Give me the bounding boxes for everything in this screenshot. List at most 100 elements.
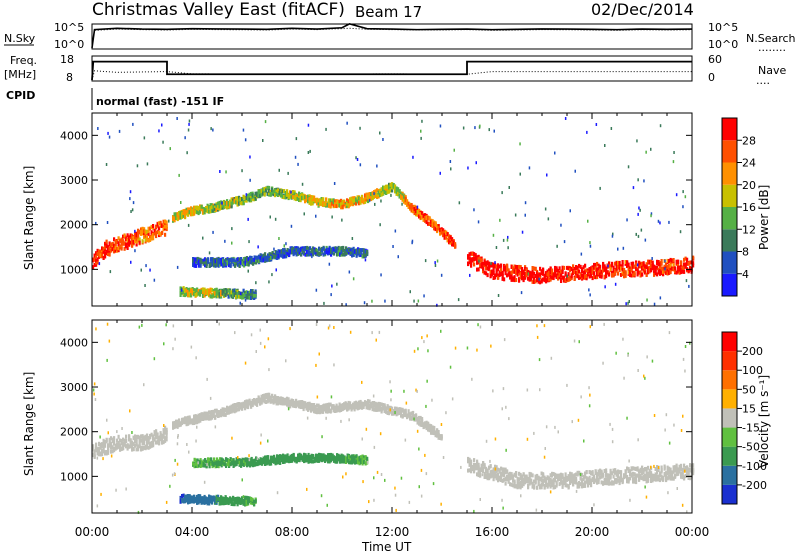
data-cell: [479, 263, 482, 268]
data-cell: [683, 262, 686, 267]
data-cell: [623, 272, 626, 277]
data-cell: [320, 407, 323, 412]
data-cell: [415, 417, 418, 422]
data-cell: [253, 255, 256, 260]
data-cell: [161, 440, 164, 445]
data-cell: [552, 273, 555, 278]
data-cell: [545, 273, 548, 278]
data-cell: [513, 472, 516, 477]
data-cell: [546, 274, 549, 279]
data-cell: [215, 408, 218, 413]
data-cell: [576, 270, 579, 275]
data-cell: [245, 403, 248, 408]
data-cell: [473, 257, 476, 261]
data-cell: [129, 233, 132, 238]
data-cell: [313, 403, 316, 407]
data-cell: [206, 209, 209, 214]
data-cell: [339, 250, 342, 254]
data-cell: [503, 473, 506, 477]
data-cell: [533, 479, 536, 484]
data-cell: [587, 478, 590, 483]
data-cell: [289, 194, 292, 199]
data-cell: [241, 197, 244, 201]
data-cell: [122, 437, 125, 442]
data-cell: [153, 228, 156, 233]
data-cell: [437, 435, 440, 440]
data-cell: [668, 266, 671, 271]
data-cell: [442, 233, 445, 238]
data-cell: [319, 248, 322, 253]
data-cell: [546, 278, 549, 283]
data-cell: [530, 277, 533, 282]
data-cell: [392, 411, 395, 416]
data-cell: [131, 447, 134, 452]
data-cell: [204, 257, 207, 262]
data-cell: [99, 249, 102, 254]
data-cell: [371, 401, 374, 405]
data-cell: [684, 256, 687, 261]
data-cell: [379, 188, 382, 193]
data-cell: [612, 272, 615, 277]
data-cell: [485, 473, 488, 478]
data-cell: [110, 443, 113, 448]
data-cell: [190, 206, 193, 211]
data-cell: [113, 249, 116, 254]
data-cell: [111, 449, 114, 454]
data-cell: [149, 435, 152, 440]
data-cell: [493, 129, 495, 133]
data-cell: [604, 285, 606, 289]
data-cell: [537, 482, 540, 487]
data-cell: [355, 400, 358, 405]
data-cell: [245, 198, 248, 203]
data-cell: [590, 478, 593, 483]
data-cell: [122, 239, 125, 244]
data-cell: [129, 197, 131, 201]
data-cell: [578, 470, 581, 475]
data-cell: [211, 294, 214, 299]
data-cell: [162, 140, 164, 144]
data-cell: [543, 484, 546, 488]
data-cell: [621, 272, 624, 276]
data-cell: [371, 196, 374, 201]
data-cell: [507, 475, 510, 480]
data-cell: [385, 190, 388, 195]
data-cell: [358, 253, 361, 258]
data-cell: [507, 272, 510, 277]
data-cell: [172, 425, 175, 430]
data-cell: [269, 396, 272, 400]
data-cell: [192, 263, 195, 267]
data-cell: [244, 196, 247, 201]
data-cell: [513, 278, 516, 283]
data-cell: [415, 205, 418, 210]
data-cell: [214, 259, 217, 264]
data-cell: [659, 264, 662, 269]
data-cell: [229, 200, 232, 205]
data-cell: [666, 258, 669, 263]
data-cell: [197, 419, 200, 424]
data-cell: [495, 273, 498, 278]
data-cell: [468, 256, 471, 261]
data-cell: [584, 480, 587, 485]
data-cell: [178, 173, 180, 177]
data-cell: [153, 437, 156, 442]
data-cell: [430, 430, 433, 435]
data-cell: [498, 476, 501, 481]
data-cell: [211, 205, 214, 210]
data-cell: [128, 444, 131, 449]
data-cell: [424, 259, 427, 263]
data-cell: [155, 234, 158, 239]
data-cell: [454, 242, 457, 247]
data-cell: [489, 470, 492, 475]
data-cell: [164, 232, 167, 237]
data-cell: [165, 220, 168, 225]
data-cell: [93, 253, 96, 258]
data-cell: [315, 288, 318, 292]
data-cell: [476, 267, 479, 272]
data-cell: [108, 252, 111, 257]
data-cell: [611, 270, 614, 275]
data-cell: [409, 413, 412, 418]
nave-axis-min: 0: [708, 71, 715, 84]
data-cell: [205, 412, 208, 417]
data-cell: [209, 206, 212, 211]
data-cell: [573, 276, 576, 281]
